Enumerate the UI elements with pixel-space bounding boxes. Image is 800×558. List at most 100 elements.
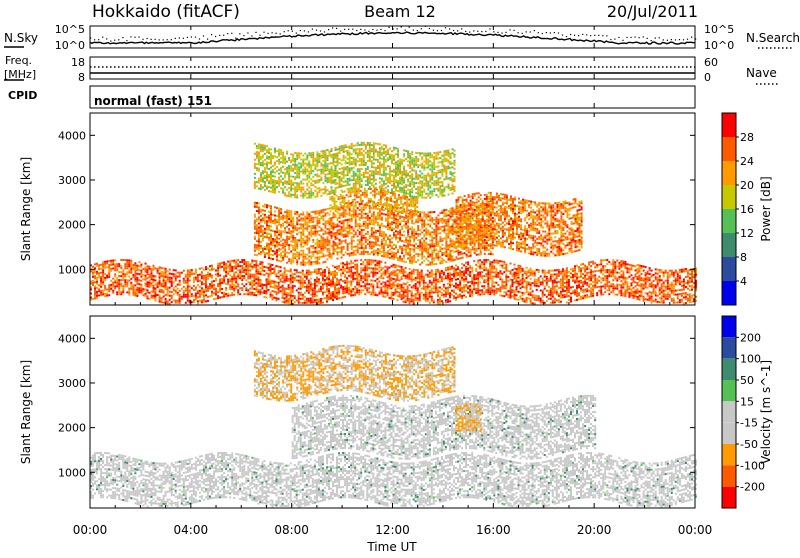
echo-cell <box>96 297 98 299</box>
echo-cell <box>169 295 171 297</box>
echo-cell <box>312 261 314 263</box>
echo-cell <box>96 279 98 281</box>
echo-cell <box>280 240 282 242</box>
echo-cell <box>512 285 514 287</box>
echo-cell <box>348 267 350 269</box>
echo-cell <box>355 224 357 226</box>
echo-cell <box>393 274 395 276</box>
echo-cell <box>227 279 229 281</box>
echo-cell <box>296 279 298 281</box>
echo-cell <box>227 281 229 283</box>
echo-cell <box>300 223 302 225</box>
echo-cell <box>351 238 353 240</box>
echo-cell <box>159 291 161 293</box>
echo-cell <box>221 278 223 280</box>
echo-cell <box>485 281 487 283</box>
echo-cell <box>288 292 290 294</box>
echo-cell <box>647 281 649 283</box>
echo-cell <box>407 246 409 248</box>
nsearch-point <box>300 30 301 31</box>
echo-cell <box>304 216 306 218</box>
echo-cell <box>443 286 445 288</box>
echo-cell <box>373 252 375 254</box>
nsearch-point <box>332 27 333 28</box>
echo-cell <box>417 255 419 257</box>
echo-cell <box>296 223 298 225</box>
echo-cell <box>356 288 358 290</box>
echo-cell <box>608 285 610 287</box>
echo-cell <box>278 270 280 272</box>
echo-cell <box>304 292 306 294</box>
echo-cell <box>540 302 542 304</box>
echo-cell <box>282 297 284 299</box>
echo-cell <box>635 292 637 294</box>
echo-cell <box>262 213 264 215</box>
echo-cell <box>258 223 260 225</box>
echo-cell <box>643 284 645 286</box>
echo-cell <box>378 264 380 266</box>
echo-cell <box>288 236 290 238</box>
echo-cell <box>266 206 268 208</box>
echo-cell <box>373 235 375 237</box>
echo-cell <box>574 281 576 283</box>
echo-cell <box>130 266 132 268</box>
echo-cell <box>407 288 409 290</box>
echo-cell <box>374 272 376 274</box>
echo-cell <box>345 213 347 215</box>
echo-cell <box>618 284 620 286</box>
echo-cell <box>403 289 405 291</box>
echo-cell <box>465 262 467 264</box>
nsearch-point <box>606 35 607 36</box>
nsearch-point <box>514 30 515 31</box>
echo-cell <box>439 287 441 289</box>
echo-cell <box>673 274 675 276</box>
echo-cell <box>310 288 312 290</box>
echo-cell <box>290 230 292 232</box>
echo-cell <box>459 276 461 278</box>
echo-cell <box>256 244 258 246</box>
echo-cell <box>203 301 205 303</box>
echo-cell <box>268 243 270 245</box>
echo-cell <box>495 288 497 290</box>
echo-cell <box>193 299 195 301</box>
echo-cell <box>282 239 284 241</box>
echo-cell <box>165 272 167 274</box>
echo-cell <box>306 226 308 228</box>
echo-cell <box>385 256 387 258</box>
echo-cell <box>447 291 449 293</box>
echo-cell <box>349 243 351 245</box>
echo-cell <box>566 277 568 279</box>
echo-cell <box>405 241 407 243</box>
echo-cell <box>493 259 495 261</box>
echo-cell <box>566 302 568 304</box>
echo-cell <box>215 292 217 294</box>
echo-cell <box>405 289 407 291</box>
echo-cell <box>574 289 576 291</box>
echo-cell <box>612 261 614 263</box>
echo-cell <box>421 288 423 290</box>
echo-cell <box>667 274 669 276</box>
echo-cell <box>221 292 223 294</box>
echo-cell <box>272 242 274 244</box>
echo-cell <box>353 250 355 252</box>
echo-cell <box>612 283 614 285</box>
echo-cell <box>254 250 256 252</box>
echo-cell <box>118 279 120 281</box>
echo-cell <box>298 215 300 217</box>
echo-cell <box>120 283 122 285</box>
echo-cell <box>377 214 379 216</box>
echo-cell <box>659 281 661 283</box>
echo-cell <box>497 262 499 264</box>
echo-cell <box>382 295 384 297</box>
echo-cell <box>487 283 489 285</box>
echo-cell <box>584 295 586 297</box>
echo-cell <box>572 280 574 282</box>
echo-cell <box>356 270 358 272</box>
echo-cell <box>128 266 130 268</box>
echo-cell <box>354 268 356 270</box>
echo-cell <box>272 240 274 242</box>
echo-cell <box>540 275 542 277</box>
echo-cell <box>353 208 355 210</box>
echo-cell <box>379 218 381 220</box>
echo-cell <box>574 293 576 295</box>
